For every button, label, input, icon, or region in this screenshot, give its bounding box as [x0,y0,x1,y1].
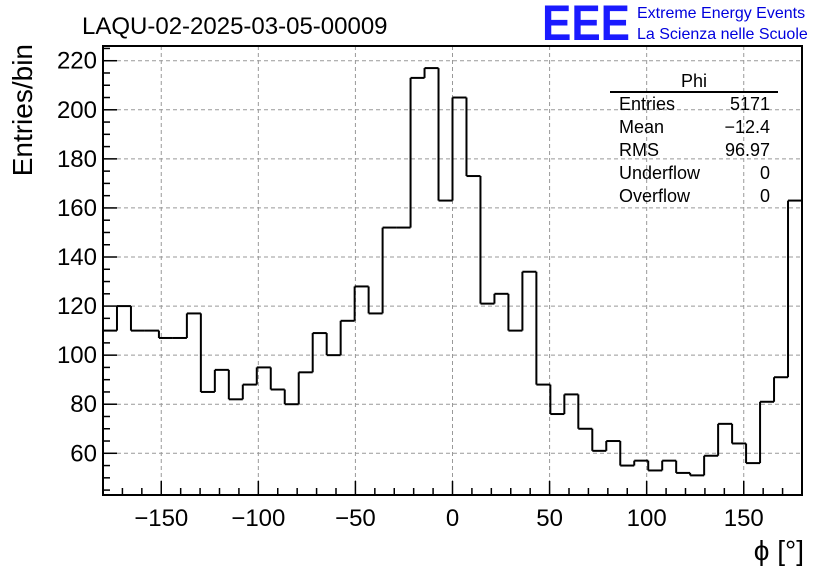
eee-logo: EEE Extreme Energy Events La Scienza nel… [542,0,808,51]
axis-ticks [102,47,803,495]
x-tick-label: 100 [627,505,667,532]
grid-lines [103,46,802,495]
y-tick-label: 80 [70,391,97,418]
y-tick-label: 100 [57,342,97,369]
logo-line-2: La Scienza nelle Scuole [637,26,808,43]
logo-mark: EEE [542,0,630,51]
y-tick-label: 220 [57,48,97,75]
x-axis-title: ϕ [°] [754,535,804,566]
stats-row-value: 96.97 [725,140,770,160]
x-tick-label: 0 [446,505,459,532]
x-tick-label: −150 [134,505,188,532]
y-tick-label: 140 [57,244,97,271]
y-tick-label: 160 [57,195,97,222]
stats-row-label: RMS [619,140,659,160]
y-axis-title: Entries/bin [7,44,38,176]
stats-row-label: Entries [619,94,675,114]
stats-row-value: 0 [760,186,770,206]
stats-row-label: Mean [619,117,664,137]
stats-box: Phi Entries 5171 Mean −12.4 RMS 96.97 Underflo… [610,71,778,206]
stats-box-title: Phi [681,71,707,91]
x-tick-label: 150 [724,505,764,532]
y-tick-label: 180 [57,146,97,173]
y-tick-label: 120 [57,293,97,320]
logo-line-1: Extreme Energy Events [637,5,805,22]
stats-box-rows: Entries 5171 Mean −12.4 RMS 96.97 Underflow 0 Ov… [619,94,770,206]
stats-row-label: Overflow [619,186,691,206]
stats-row-value: −12.4 [724,117,770,137]
x-tick-label: 50 [536,505,563,532]
x-tick-label: −50 [335,505,376,532]
stats-row-value: 0 [760,163,770,183]
stats-row-value: 5171 [730,94,770,114]
chart-title: LAQU-02-2025-03-05-00009 [82,13,388,40]
y-tick-label: 200 [57,97,97,124]
tick-labels: −150 −100 −50 0 50 100 150 60 80 100 120 140 160 180 2… [57,48,764,532]
x-tick-label: −100 [231,505,285,532]
histogram-series [103,67,802,477]
y-tick-label: 60 [70,440,97,467]
stats-row-label: Underflow [619,163,701,183]
